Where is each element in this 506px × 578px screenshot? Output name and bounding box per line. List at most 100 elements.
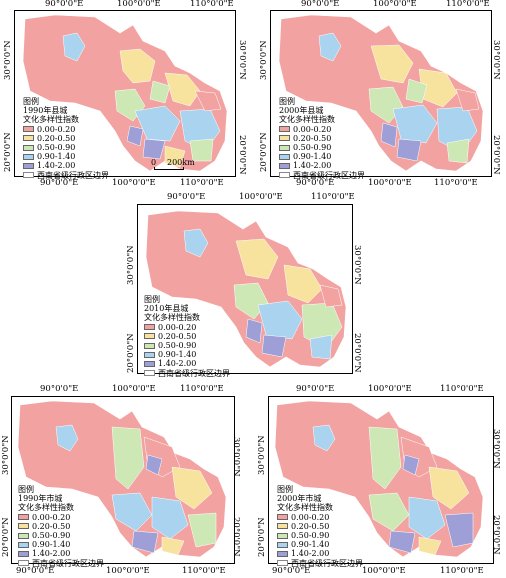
legend-subtitle-year: 1990年市城 bbox=[18, 494, 63, 504]
legend-swatch bbox=[18, 532, 29, 539]
map-frame: 图例 2000年县城 文化多样性指数 0.00-0.20 0.20-0.50 0… bbox=[270, 10, 492, 180]
legend-item: 0.20-0.50 bbox=[279, 134, 365, 143]
legend-item: 0.90-1.40 bbox=[279, 152, 365, 161]
lat-label-left-20: 20°0'0"N bbox=[126, 333, 136, 373]
legend-swatch bbox=[18, 541, 29, 548]
legend-item: 0.00-0.20 bbox=[23, 125, 109, 134]
legend-item: 0.20-0.50 bbox=[144, 332, 230, 341]
legend-label: 0.00-0.20 bbox=[32, 512, 71, 522]
legend-label: 0.90-1.40 bbox=[291, 540, 330, 550]
legend-item: 0.00-0.20 bbox=[144, 323, 230, 332]
lon-label-top-110: 110°0'0"E bbox=[446, 0, 490, 9]
map-frame: 图例 1990年市城 文化多样性指数 0.00-0.20 0.20-0.50 0… bbox=[11, 396, 235, 568]
lat-label-right-20: 20°0'0"N bbox=[237, 135, 247, 175]
legend-subtitle-index: 文化多样性指数 bbox=[277, 503, 333, 513]
legend-item: 0.90-1.40 bbox=[23, 152, 109, 161]
map-panel-2000-county: 90°0'0"E 100°0'0"E 110°0'0"E 30°0'0"N 20… bbox=[256, 0, 506, 195]
lon-label-top-100: 100°0'0"E bbox=[368, 384, 412, 394]
lon-label-top-100: 100°0'0"E bbox=[112, 384, 156, 394]
lon-label-top-110: 110°0'0"E bbox=[190, 0, 234, 9]
lat-label-left-20: 20°0'0"N bbox=[259, 132, 269, 172]
lon-label-top-110: 110°0'0"E bbox=[440, 384, 484, 394]
legend-swatch bbox=[23, 126, 34, 133]
legend-item: 0.00-0.20 bbox=[18, 513, 104, 522]
lon-label-top-90: 90°0'0"E bbox=[167, 192, 206, 202]
lat-label-right-30: 30°0'0"N bbox=[237, 40, 247, 80]
legend-item-border: 西南省级行政区边界 bbox=[144, 369, 230, 378]
legend-title: 图例 bbox=[279, 97, 295, 106]
legend: 图例 1990年县城 文化多样性指数 0.00-0.20 0.20-0.50 0… bbox=[23, 97, 109, 180]
legend-subtitle-index: 文化多样性指数 bbox=[23, 115, 79, 125]
lon-label-bottom-90: 90°0'0"E bbox=[296, 178, 335, 188]
legend-swatch bbox=[18, 514, 29, 521]
legend-label: 0.50-0.90 bbox=[158, 340, 197, 350]
legend-swatch bbox=[144, 324, 155, 331]
lon-label-bottom-100: 100°0'0"E bbox=[362, 566, 406, 576]
legend-swatch-border bbox=[18, 560, 29, 567]
lon-label-top-110: 110°0'0"E bbox=[180, 384, 224, 394]
legend-label: 西南省级行政区边界 bbox=[37, 170, 109, 180]
lon-label-bottom-100: 100°0'0"E bbox=[112, 178, 156, 188]
legend-item: 0.90-1.40 bbox=[144, 350, 230, 359]
legend-swatch bbox=[279, 135, 290, 142]
legend-item: 0.90-1.40 bbox=[18, 540, 104, 549]
lat-label-left-30: 30°0'0"N bbox=[3, 40, 13, 80]
lon-label-top-110: 110°0'0"E bbox=[311, 192, 355, 202]
map-panel-1990-county: 90°0'0"E 100°0'0"E 110°0'0"E 30°0'0"N 20… bbox=[0, 0, 250, 195]
lat-label-left-20: 20°0'0"N bbox=[257, 517, 267, 557]
legend-label: 0.50-0.90 bbox=[32, 530, 71, 540]
legend-label: 0.20-0.50 bbox=[158, 331, 197, 341]
legend-item: 0.20-0.50 bbox=[23, 134, 109, 143]
legend-label: 0.20-0.50 bbox=[293, 133, 332, 143]
legend-item-border: 西南省级行政区边界 bbox=[18, 559, 104, 568]
legend-swatch bbox=[18, 550, 29, 557]
legend-item-border: 西南省级行政区边界 bbox=[277, 559, 363, 568]
lon-label-bottom-110: 110°0'0"E bbox=[182, 566, 226, 576]
legend-swatch bbox=[277, 541, 288, 548]
legend-swatch bbox=[279, 162, 290, 169]
region-map bbox=[278, 14, 484, 172]
legend-item: 0.20-0.50 bbox=[18, 522, 104, 531]
lat-label-left-30: 30°0'0"N bbox=[259, 40, 269, 80]
legend-swatch bbox=[23, 162, 34, 169]
legend-label: 1.40-2.00 bbox=[158, 359, 197, 369]
legend-label: 西南省级行政区边界 bbox=[291, 558, 363, 568]
legend-swatch bbox=[144, 351, 155, 358]
legend-label: 0.50-0.90 bbox=[37, 142, 76, 152]
legend-subtitle-year: 2000年市城 bbox=[277, 494, 322, 504]
legend-swatch bbox=[23, 144, 34, 151]
map-panel-1990-city: 90°0'0"E 100°0'0"E 110°0'0"E 30°0'0"N 20… bbox=[0, 385, 250, 578]
legend-subtitle-year: 2000年县城 bbox=[279, 106, 324, 116]
lat-label-left-30: 30°0'0"N bbox=[257, 435, 267, 475]
legend-label: 1.40-2.00 bbox=[37, 161, 76, 171]
legend-label: 0.50-0.90 bbox=[293, 142, 332, 152]
legend-label: 0.50-0.90 bbox=[291, 530, 330, 540]
legend-item: 0.50-0.90 bbox=[277, 531, 363, 540]
legend-item: 0.00-0.20 bbox=[279, 125, 365, 134]
legend-label: 0.20-0.50 bbox=[291, 521, 330, 531]
legend-label: 西南省级行政区边界 bbox=[32, 558, 104, 568]
lon-label-top-90: 90°0'0"E bbox=[301, 0, 340, 9]
legend: 图例 2010年县城 文化多样性指数 0.00-0.20 0.20-0.50 0… bbox=[144, 295, 230, 378]
map-frame: 图例 1990年县城 文化多样性指数 0.00-0.20 0.20-0.50 0… bbox=[14, 10, 236, 180]
legend-item: 1.40-2.00 bbox=[18, 549, 104, 558]
legend-swatch bbox=[277, 514, 288, 521]
region-map bbox=[22, 14, 228, 172]
legend-swatch bbox=[279, 144, 290, 151]
legend-label: 0.90-1.40 bbox=[158, 350, 197, 360]
lat-label-left-30: 30°0'0"N bbox=[126, 245, 136, 285]
legend-title: 图例 bbox=[18, 485, 34, 494]
legend-swatch bbox=[18, 523, 29, 530]
legend: 图例 1990年市城 文化多样性指数 0.00-0.20 0.20-0.50 0… bbox=[18, 485, 104, 568]
legend-item: 0.20-0.50 bbox=[277, 522, 363, 531]
legend-item: 0.50-0.90 bbox=[23, 143, 109, 152]
legend-item: 1.40-2.00 bbox=[277, 549, 363, 558]
legend-swatch bbox=[144, 333, 155, 340]
legend-swatch-border bbox=[23, 172, 34, 179]
lon-label-top-90: 90°0'0"E bbox=[296, 384, 335, 394]
legend-label: 0.90-1.40 bbox=[293, 152, 332, 162]
legend-swatch bbox=[277, 523, 288, 530]
legend: 图例 2000年县城 文化多样性指数 0.00-0.20 0.20-0.50 0… bbox=[279, 97, 365, 180]
legend-label: 1.40-2.00 bbox=[293, 161, 332, 171]
lon-label-bottom-90: 90°0'0"E bbox=[272, 566, 311, 576]
